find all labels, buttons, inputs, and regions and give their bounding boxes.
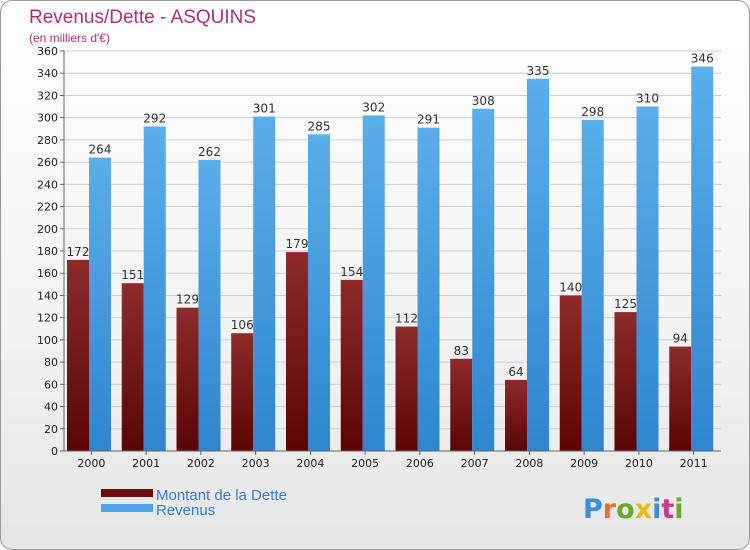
bar-revenus <box>143 126 166 452</box>
y-tick-label: 140 <box>37 289 58 302</box>
data-label-revenus: 298 <box>581 105 604 119</box>
x-tick-label: 2010 <box>625 457 653 470</box>
y-tick-label: 300 <box>37 112 58 125</box>
legend: Montant de la Dette Revenus <box>101 487 287 519</box>
bar-dette <box>395 326 418 451</box>
data-label-dette: 83 <box>454 344 469 358</box>
data-label-revenus: 285 <box>308 119 331 133</box>
legend-label-revenus: Revenus <box>156 502 215 519</box>
x-tick-label: 2004 <box>296 457 324 470</box>
bar-dette <box>176 307 199 451</box>
bar-dette <box>559 295 582 451</box>
data-label-revenus: 308 <box>472 94 495 108</box>
y-tick-label: 340 <box>37 67 58 80</box>
x-tick-label: 2006 <box>406 457 434 470</box>
bar-dette <box>505 379 527 451</box>
y-tick-label: 220 <box>37 201 58 214</box>
x-tick-label: 2009 <box>570 457 598 470</box>
y-tick-label: 100 <box>37 334 58 347</box>
bar-dette <box>231 333 254 451</box>
data-label-revenus: 310 <box>636 92 659 106</box>
data-label-revenus: 335 <box>527 64 550 78</box>
y-tick-label: 320 <box>37 89 58 102</box>
data-label-dette: 64 <box>508 365 523 379</box>
data-label-dette: 172 <box>67 245 90 259</box>
bar-revenus <box>472 108 495 452</box>
data-label-revenus: 346 <box>691 52 714 66</box>
x-tick-label: 2002 <box>187 457 215 470</box>
legend-swatch-revenus <box>101 504 153 512</box>
data-label-revenus: 292 <box>143 112 166 126</box>
proxiti-logo: Proxiti <box>583 494 684 525</box>
chart-subtitle: (en milliers d'€) <box>29 31 110 45</box>
grid <box>64 50 721 430</box>
x-tick-label: 2011 <box>680 457 708 470</box>
y-tick-label: 0 <box>51 445 58 458</box>
y-tick-label: 60 <box>44 378 58 391</box>
x-tick-label: 2005 <box>351 457 379 470</box>
data-label-dette: 112 <box>395 312 418 326</box>
y-tick-label: 260 <box>37 156 58 169</box>
data-label-dette: 154 <box>340 265 363 279</box>
chart-title: Revenus/Dette - ASQUINS <box>29 7 256 28</box>
y-tick-label: 40 <box>44 401 58 414</box>
data-label-revenus: 291 <box>417 113 440 127</box>
x-axis-ticks: 2000 2001 2002 2003 2004 2005 2006 2007 2008 2009… <box>77 451 708 470</box>
bar-dette <box>286 252 308 451</box>
legend-swatch-dette <box>101 489 153 497</box>
data-label-dette: 129 <box>176 293 199 307</box>
legend-label-dette: Montant de la Dette <box>156 487 287 504</box>
x-tick-label: 2003 <box>242 457 270 470</box>
data-label-dette: 94 <box>673 332 688 346</box>
bar-dette <box>121 283 144 451</box>
x-tick-label: 2001 <box>132 457 160 470</box>
bar-dette <box>67 259 89 451</box>
y-tick-label: 80 <box>44 356 58 369</box>
bar-revenus <box>89 157 111 451</box>
bars: 172 264 151 292 129 262 106 301 179 285 154 302 112 2… <box>67 52 714 452</box>
y-tick-label: 180 <box>37 245 58 258</box>
bar-revenus <box>308 134 330 452</box>
bar-revenus <box>253 116 276 452</box>
x-tick-label: 2000 <box>77 457 105 470</box>
bar-dette <box>669 346 692 451</box>
y-tick-label: 200 <box>37 223 58 236</box>
y-tick-label: 120 <box>37 312 58 325</box>
x-tick-label: 2007 <box>461 457 489 470</box>
bar-revenus <box>691 66 714 452</box>
data-label-dette: 151 <box>121 268 144 282</box>
y-tick-label: 20 <box>44 423 58 436</box>
data-label-dette: 125 <box>614 297 637 311</box>
x-tick-label: 2008 <box>515 457 543 470</box>
y-axis-ticks: 0 20 40 60 80 100 120 140 160 180 200 220 240 260 280 3… <box>37 45 64 458</box>
data-label-revenus: 262 <box>198 145 221 159</box>
bar-revenus <box>527 78 549 452</box>
y-tick-label: 360 <box>37 45 58 58</box>
bar-dette <box>450 358 473 451</box>
bar-revenus <box>636 106 659 452</box>
bar-revenus <box>581 119 604 451</box>
data-label-revenus: 301 <box>253 102 276 116</box>
data-label-dette: 106 <box>231 318 254 332</box>
data-label-revenus: 302 <box>362 100 385 114</box>
data-label-dette: 140 <box>559 280 582 294</box>
y-tick-label: 160 <box>37 267 58 280</box>
bar-revenus <box>198 159 221 451</box>
y-tick-label: 280 <box>37 134 58 147</box>
bar-revenus <box>417 127 440 452</box>
bar-dette <box>614 312 637 451</box>
y-tick-label: 240 <box>37 178 58 191</box>
data-label-revenus: 264 <box>89 143 112 157</box>
bar-dette <box>340 279 363 451</box>
data-label-dette: 179 <box>286 237 309 251</box>
bar-revenus <box>362 115 385 451</box>
